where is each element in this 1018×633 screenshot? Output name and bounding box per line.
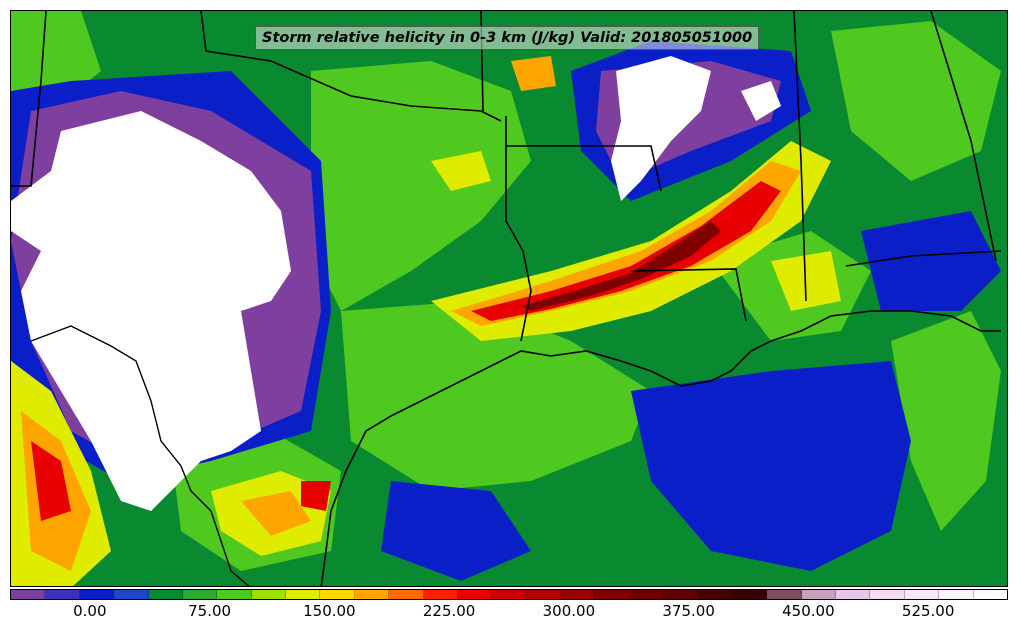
colorbar-segment <box>11 590 46 599</box>
colorbar-segment <box>389 590 424 599</box>
field-red <box>471 181 781 321</box>
colorbar-segment <box>698 590 733 599</box>
colorbar-tick-label: 225.00 <box>422 602 476 620</box>
colorbar-segment <box>79 590 115 599</box>
field-white <box>611 56 711 201</box>
field-light-green <box>311 61 531 311</box>
field-blue <box>861 211 1001 311</box>
colorbar-segment <box>767 590 802 599</box>
colorbar-segment <box>320 590 355 599</box>
colorbar-segment <box>217 590 252 599</box>
colorbar <box>10 589 1008 600</box>
field-light-green <box>831 21 1001 181</box>
colorbar-tick-label: 150.00 <box>303 602 356 620</box>
field-light-green <box>891 311 1001 531</box>
colorbar-segment <box>732 590 768 599</box>
colorbar-segment <box>457 590 493 599</box>
field-orange <box>241 491 311 536</box>
field-red <box>301 481 331 511</box>
field-light-green <box>341 301 651 491</box>
field-blue <box>631 361 911 571</box>
colorbar-segment <box>664 590 699 599</box>
field-red <box>31 441 71 521</box>
colorbar-tick-label: 300.00 <box>542 602 596 620</box>
colorbar-segment <box>526 590 561 599</box>
colorbar-segment <box>423 590 458 599</box>
colorbar-segment <box>904 590 940 599</box>
field-yellow <box>431 151 491 191</box>
colorbar-segment <box>45 590 80 599</box>
colorbar-segment <box>354 590 390 599</box>
field-blue <box>381 481 531 581</box>
colorbar-tick-label: 450.00 <box>782 602 835 620</box>
colorbar-segment <box>836 590 871 599</box>
colorbar-segment <box>870 590 905 599</box>
field-white <box>741 81 781 121</box>
colorbar-tick-label: 375.00 <box>662 602 715 620</box>
field-dark-red <box>521 221 721 311</box>
colorbar-segment <box>629 590 665 599</box>
colorbar-segment <box>595 590 630 599</box>
colorbar-segment <box>801 590 836 599</box>
colorbar-tick-label: 525.00 <box>901 602 955 620</box>
colorbar-segment <box>492 590 527 599</box>
colorbar-segment <box>973 590 1007 599</box>
colorbar-segment <box>148 590 183 599</box>
colorbar-segment <box>939 590 974 599</box>
helicity-map <box>11 11 1007 586</box>
colorbar-tick-label: 75.00 <box>188 602 232 620</box>
map-panel: Storm relative helicity in 0-3 km (J/kg)… <box>10 10 1008 587</box>
colorbar-segment <box>251 590 286 599</box>
colorbar-tick-label: 0.00 <box>73 602 107 620</box>
field-orange <box>511 56 556 91</box>
colorbar-ticks: 0.00 75.00 150.00 225.00 300.00 375.00 450.00 5… <box>10 600 1008 630</box>
rio-grande-border <box>30 325 250 586</box>
gulf-coastline <box>320 310 1001 586</box>
map-title: Storm relative helicity in 0-3 km (J/kg)… <box>255 26 760 50</box>
colorbar-segment <box>561 590 596 599</box>
field-white <box>11 111 291 511</box>
field-orange <box>451 161 801 326</box>
colorbar-segment <box>114 590 149 599</box>
colorbar-segment <box>182 590 218 599</box>
colorbar-segment <box>286 590 321 599</box>
